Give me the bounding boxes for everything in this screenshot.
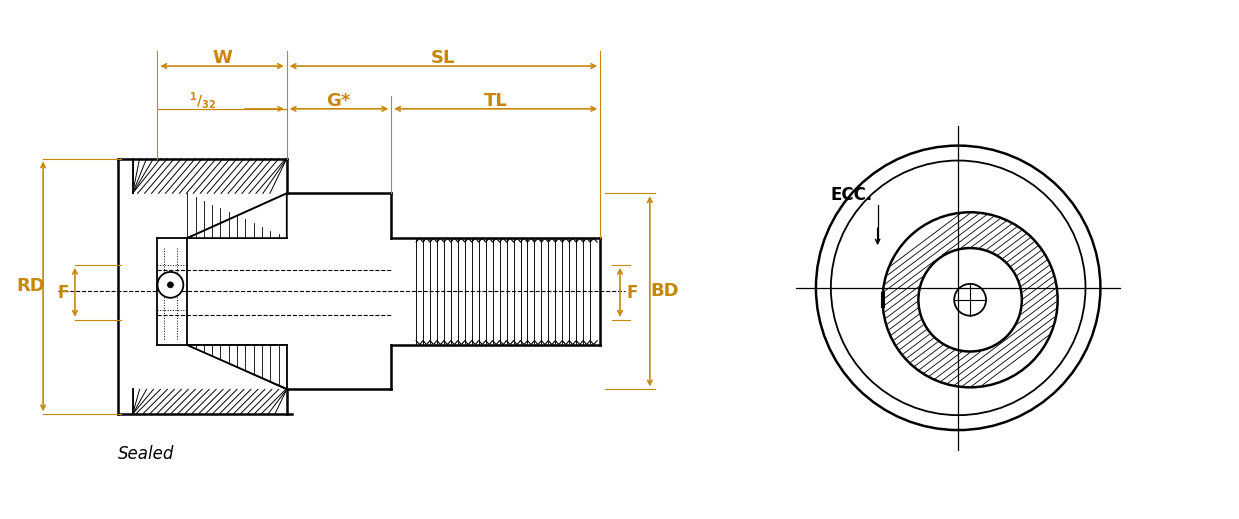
Circle shape bbox=[167, 282, 173, 288]
Text: $\mathregular{^{1}/_{32}}$: $\mathregular{^{1}/_{32}}$ bbox=[188, 90, 216, 112]
Circle shape bbox=[157, 272, 183, 298]
Text: ECC.: ECC. bbox=[830, 186, 872, 204]
Text: BD: BD bbox=[650, 282, 679, 300]
Text: F: F bbox=[626, 284, 638, 302]
Text: RD: RD bbox=[17, 277, 46, 295]
Text: SL: SL bbox=[431, 49, 455, 67]
Polygon shape bbox=[187, 194, 286, 238]
Text: TL: TL bbox=[483, 92, 508, 110]
Text: Sealed: Sealed bbox=[118, 445, 173, 463]
Text: F: F bbox=[57, 284, 68, 302]
Text: G*: G* bbox=[326, 92, 351, 110]
Text: W: W bbox=[212, 49, 232, 67]
Polygon shape bbox=[187, 345, 286, 389]
